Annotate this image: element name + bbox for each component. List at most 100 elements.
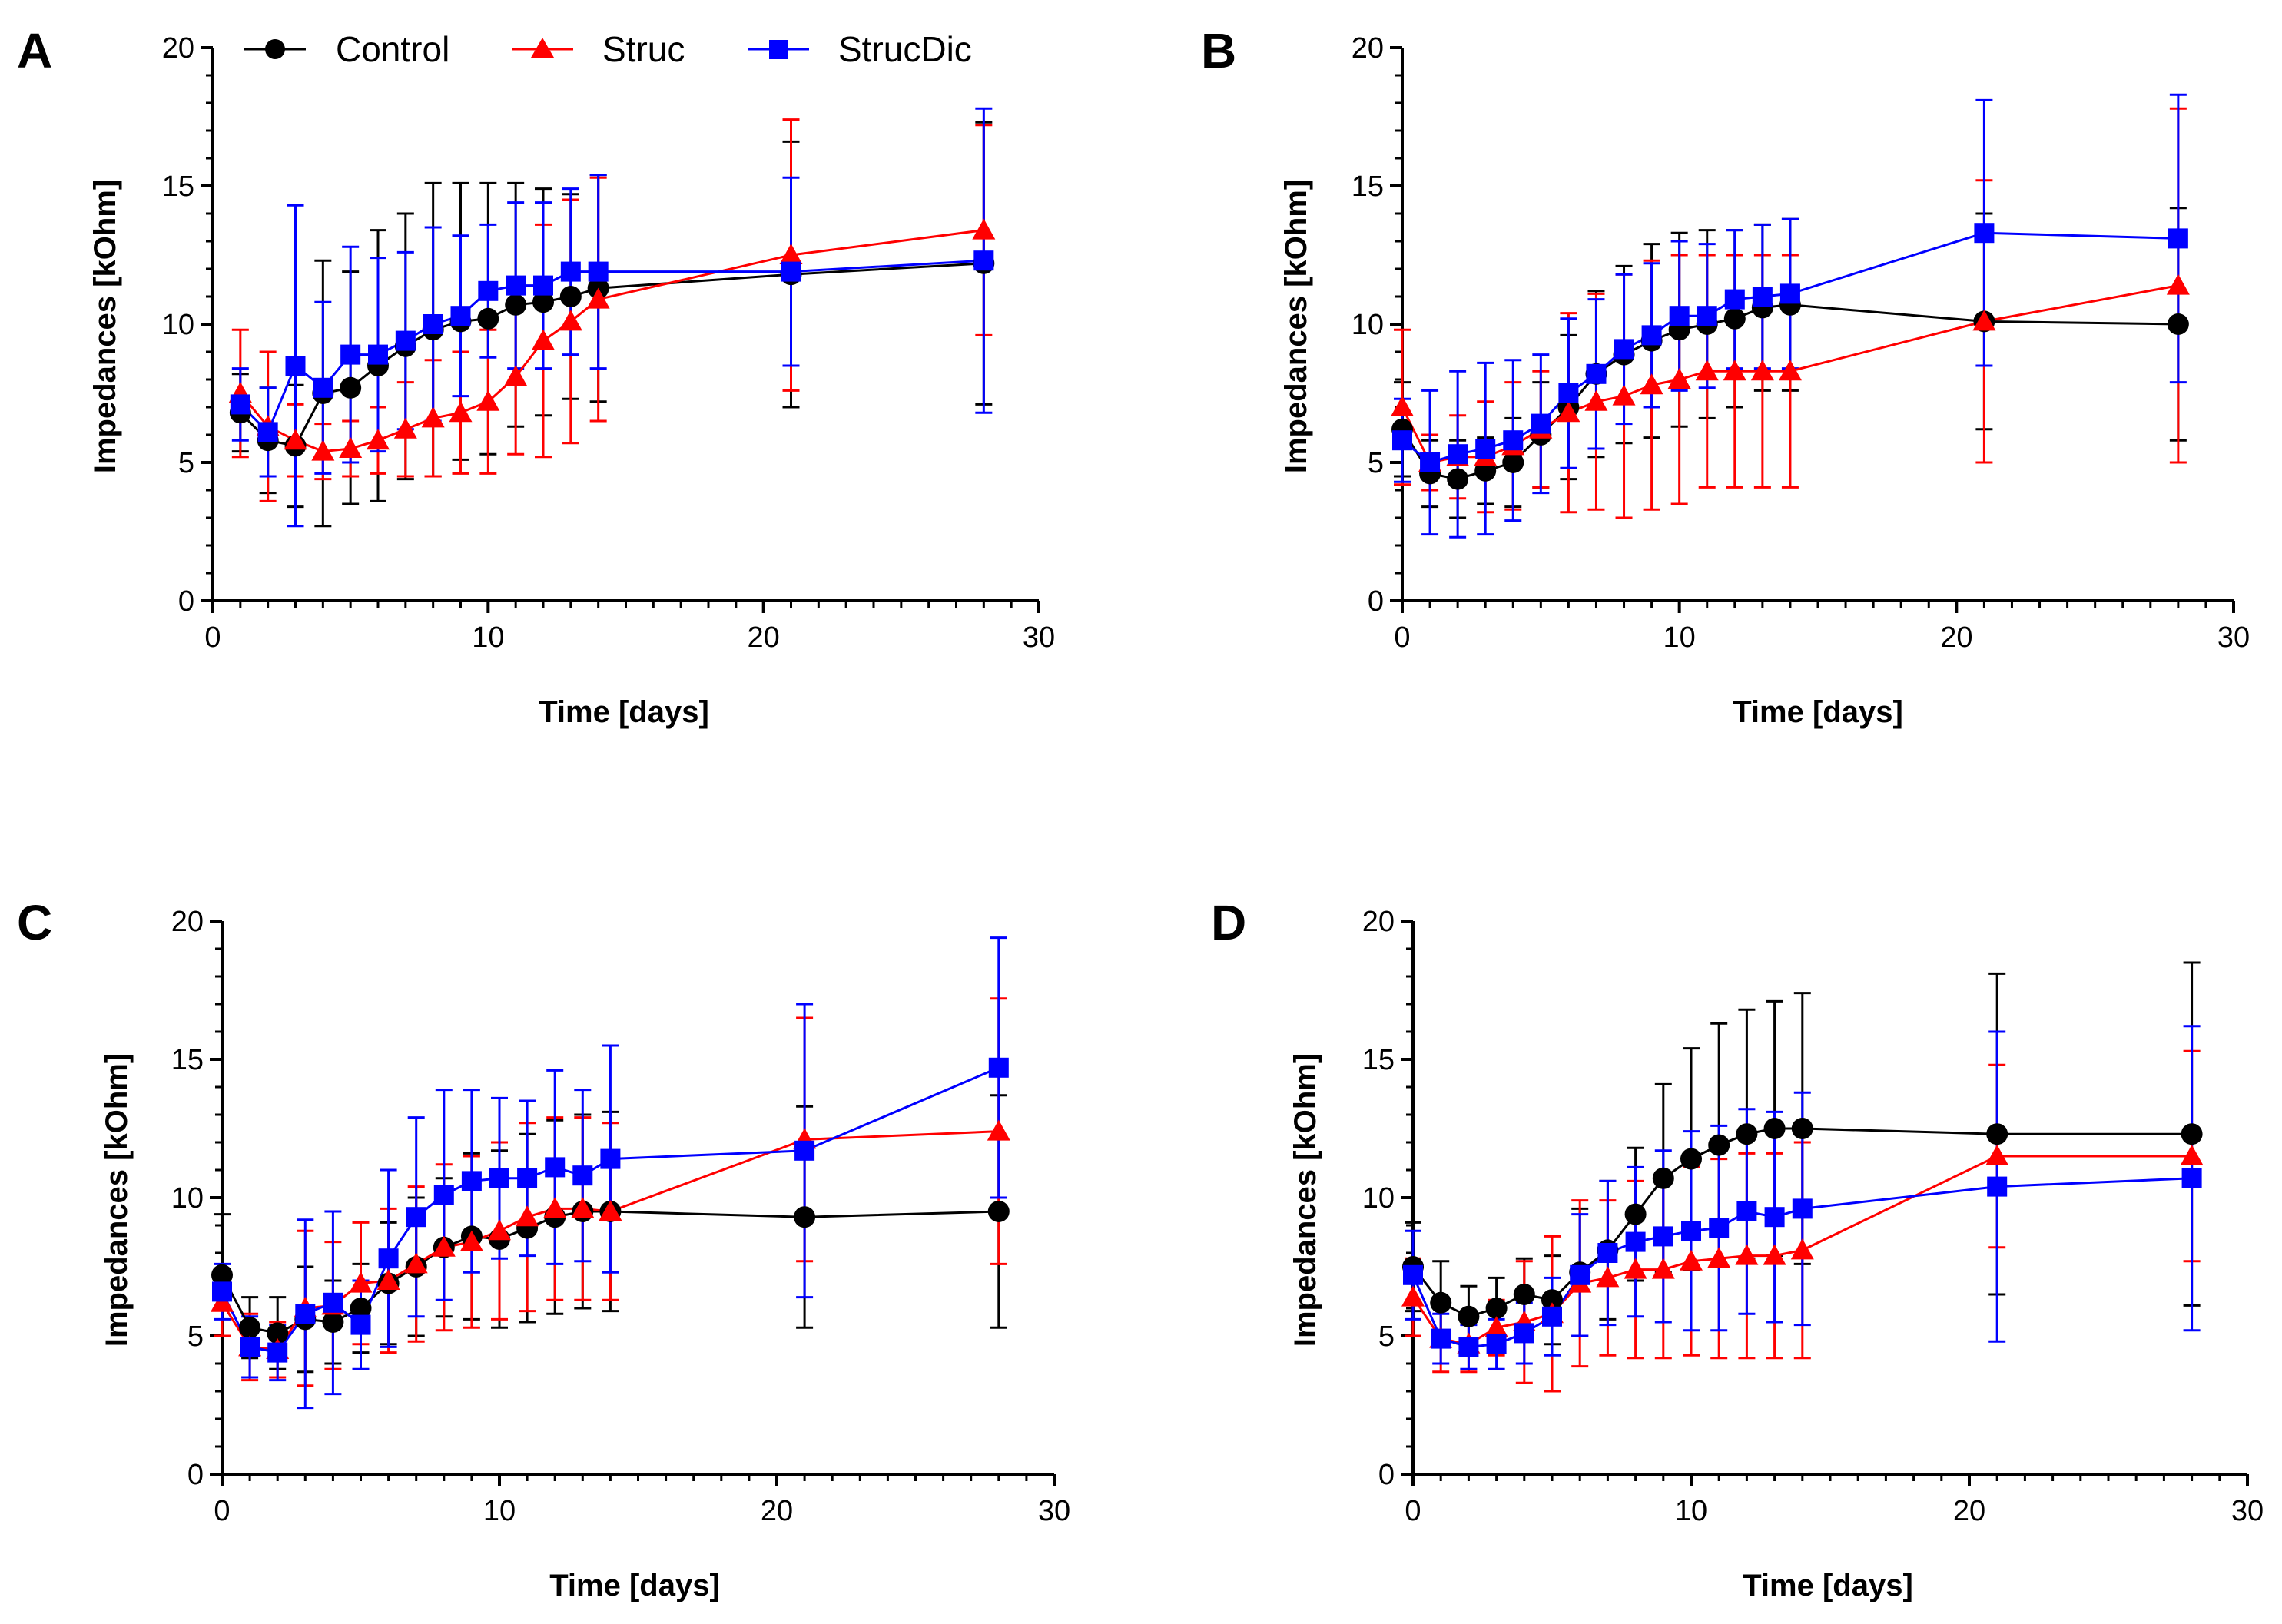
panel-a-y-tick-label: 0 <box>178 585 194 618</box>
panel-c-control-point <box>794 1206 816 1228</box>
panel-d-y-axis-title: Impedances [kOhm] <box>1289 1053 1322 1347</box>
panel-a-control-point <box>477 307 499 330</box>
panel-c-y-axis-title: Impedances [kOhm] <box>100 1053 134 1347</box>
panel-c-strucdic-point <box>600 1148 621 1169</box>
panel-d-y-tick-label: 5 <box>1378 1321 1395 1353</box>
panel-b-struc-point <box>2166 273 2190 295</box>
panel-c-control-point <box>322 1311 344 1333</box>
panel-a-struc-point <box>532 329 555 350</box>
panel-a-y-axis-title: Impedances [kOhm] <box>88 180 122 473</box>
panel-b-strucdic-point <box>1669 306 1690 326</box>
panel-a-struc-line <box>239 229 984 453</box>
panel-a-control-point <box>532 291 554 313</box>
panel-b-struc-point <box>1391 396 1414 416</box>
panel-c-x-tick-label: 10 <box>483 1495 516 1527</box>
panel-b: B Impedances [kOhm] Time [days] 0 5 10 15 20… <box>1201 23 2250 729</box>
panel-a-strucdic-point <box>533 275 553 296</box>
panel-c-x-tick-label: 20 <box>761 1495 793 1527</box>
panel-a-x-axis-title: Time [days] <box>539 695 709 729</box>
panel-b-strucdic-point <box>1503 430 1524 451</box>
panel-c-y-tick-label: 5 <box>187 1321 204 1353</box>
panel-d-x-axis-title: Time [days] <box>1743 1569 1913 1602</box>
panel-c-strucdic-point <box>323 1292 343 1313</box>
panel-a-y-tick-label: 5 <box>178 447 194 479</box>
panel-c-y-tick-label: 20 <box>171 906 204 938</box>
panel-c-control-point <box>987 1201 1010 1222</box>
panel-a-strucdic-point <box>973 250 994 271</box>
panel-d-y-tick-label: 0 <box>1378 1459 1395 1491</box>
panel-b-struc-point <box>1584 389 1608 411</box>
panel-a-control-line <box>239 262 984 448</box>
panel-a-control-point <box>505 293 527 316</box>
panel-d-control-point <box>1624 1203 1647 1225</box>
panel-c: C Impedances [kOhm] Time [days] 0 5 10 15 20… <box>17 895 1070 1602</box>
panel-b-y-tick-label: 15 <box>1352 171 1384 203</box>
panel-a-struc-point <box>586 287 610 309</box>
panel-a-struc-point <box>311 439 335 461</box>
panel-c-x-tick-label: 0 <box>214 1495 230 1527</box>
panel-b-strucdic-point <box>1558 383 1579 403</box>
panel-a-y-tick-label: 20 <box>162 32 194 65</box>
panel-d-control-point <box>1541 1289 1563 1311</box>
panel-d-control-point <box>1736 1123 1758 1145</box>
panel-d-struc-point <box>1624 1258 1647 1279</box>
panel-d-struc-point <box>1401 1285 1425 1307</box>
panel-a-strucdic-point <box>450 306 471 326</box>
panel-c-y-tick-label: 0 <box>187 1459 204 1491</box>
panel-a-y-tick-label: 10 <box>162 309 194 341</box>
panel-b-control-point <box>1502 452 1524 473</box>
panel-d-struc-point <box>1484 1316 1508 1337</box>
panel-c-strucdic-point <box>350 1314 371 1335</box>
panel-a-plot-area: 0 5 10 15 20 0 10 20 30 <box>162 32 1055 654</box>
panel-d-x-tick-label: 20 <box>1953 1495 1985 1527</box>
panel-c-strucdic-point <box>267 1342 288 1363</box>
panel-b-x-tick-label: 0 <box>1394 621 1410 654</box>
panel-c-struc-point <box>459 1230 483 1251</box>
panel-c-strucdic-point <box>988 1057 1009 1078</box>
panel-b-struc-point <box>1612 384 1636 406</box>
panel-a-strucdic-point <box>395 330 416 351</box>
panel-c-control-point <box>267 1322 289 1344</box>
panel-c-strucdic-point <box>794 1140 815 1161</box>
panel-b-struc-point <box>1640 373 1663 395</box>
panel-a-struc-point <box>972 218 996 240</box>
panel-b-strucdic-point <box>1531 413 1551 434</box>
panel-b-struc-point <box>1723 360 1746 381</box>
panel-d-strucdic-point <box>1736 1201 1757 1221</box>
panel-d-control-point <box>1513 1284 1535 1305</box>
panel-d-strucdic-point <box>1709 1218 1730 1238</box>
panel-b-strucdic-point <box>1614 339 1634 360</box>
panel-a-struc-point <box>393 417 417 439</box>
panel-d-strucdic-point <box>1431 1328 1451 1349</box>
panel-b-x-tick-label: 30 <box>2217 621 2250 654</box>
panel-c-y-tick-label: 10 <box>171 1182 204 1215</box>
panel-d-strucdic-point <box>2181 1168 2202 1188</box>
panel-d-x-tick-label: 0 <box>1405 1495 1421 1527</box>
panel-d-strucdic-point <box>1792 1198 1813 1219</box>
panel-c-x-axis-title: Time [days] <box>549 1569 720 1602</box>
panel-d-strucdic-point <box>1542 1306 1562 1327</box>
panel-d-strucdic-point <box>1486 1334 1507 1354</box>
panel-b-y-tick-label: 0 <box>1368 585 1384 618</box>
panel-b-struc-point <box>1972 310 1996 331</box>
panel-a-x-tick-label: 30 <box>1023 621 1055 654</box>
panel-d: D Impedances [kOhm] Time [days] 0 5 10 15 20… <box>1211 895 2264 1602</box>
panel-a-struc-point <box>779 244 803 264</box>
legend-label-strucdic: StrucDic <box>838 29 972 69</box>
panel-d-strucdic-point <box>1514 1323 1534 1344</box>
panel-a-struc-point <box>476 389 500 411</box>
panel-d-struc-point <box>1735 1244 1759 1265</box>
panel-b-control-point <box>2167 313 2189 335</box>
panel-b-strucdic-point <box>1779 283 1800 304</box>
panel-d-y-tick-label: 15 <box>1362 1044 1395 1076</box>
panel-c-strucdic-point <box>572 1165 593 1186</box>
panel-b-control-point <box>1447 468 1469 490</box>
panel-b-struc-point <box>1557 401 1580 423</box>
panel-d-strucdic-point <box>1764 1207 1785 1228</box>
panel-b-struc-point <box>1778 360 1802 381</box>
panel-a-struc-point <box>504 365 528 386</box>
panel-d-struc-point <box>1680 1249 1703 1271</box>
panel-d-control-point <box>1430 1291 1452 1314</box>
panel-a-struc-point <box>421 406 445 428</box>
panel-d-control-point <box>1458 1305 1480 1327</box>
